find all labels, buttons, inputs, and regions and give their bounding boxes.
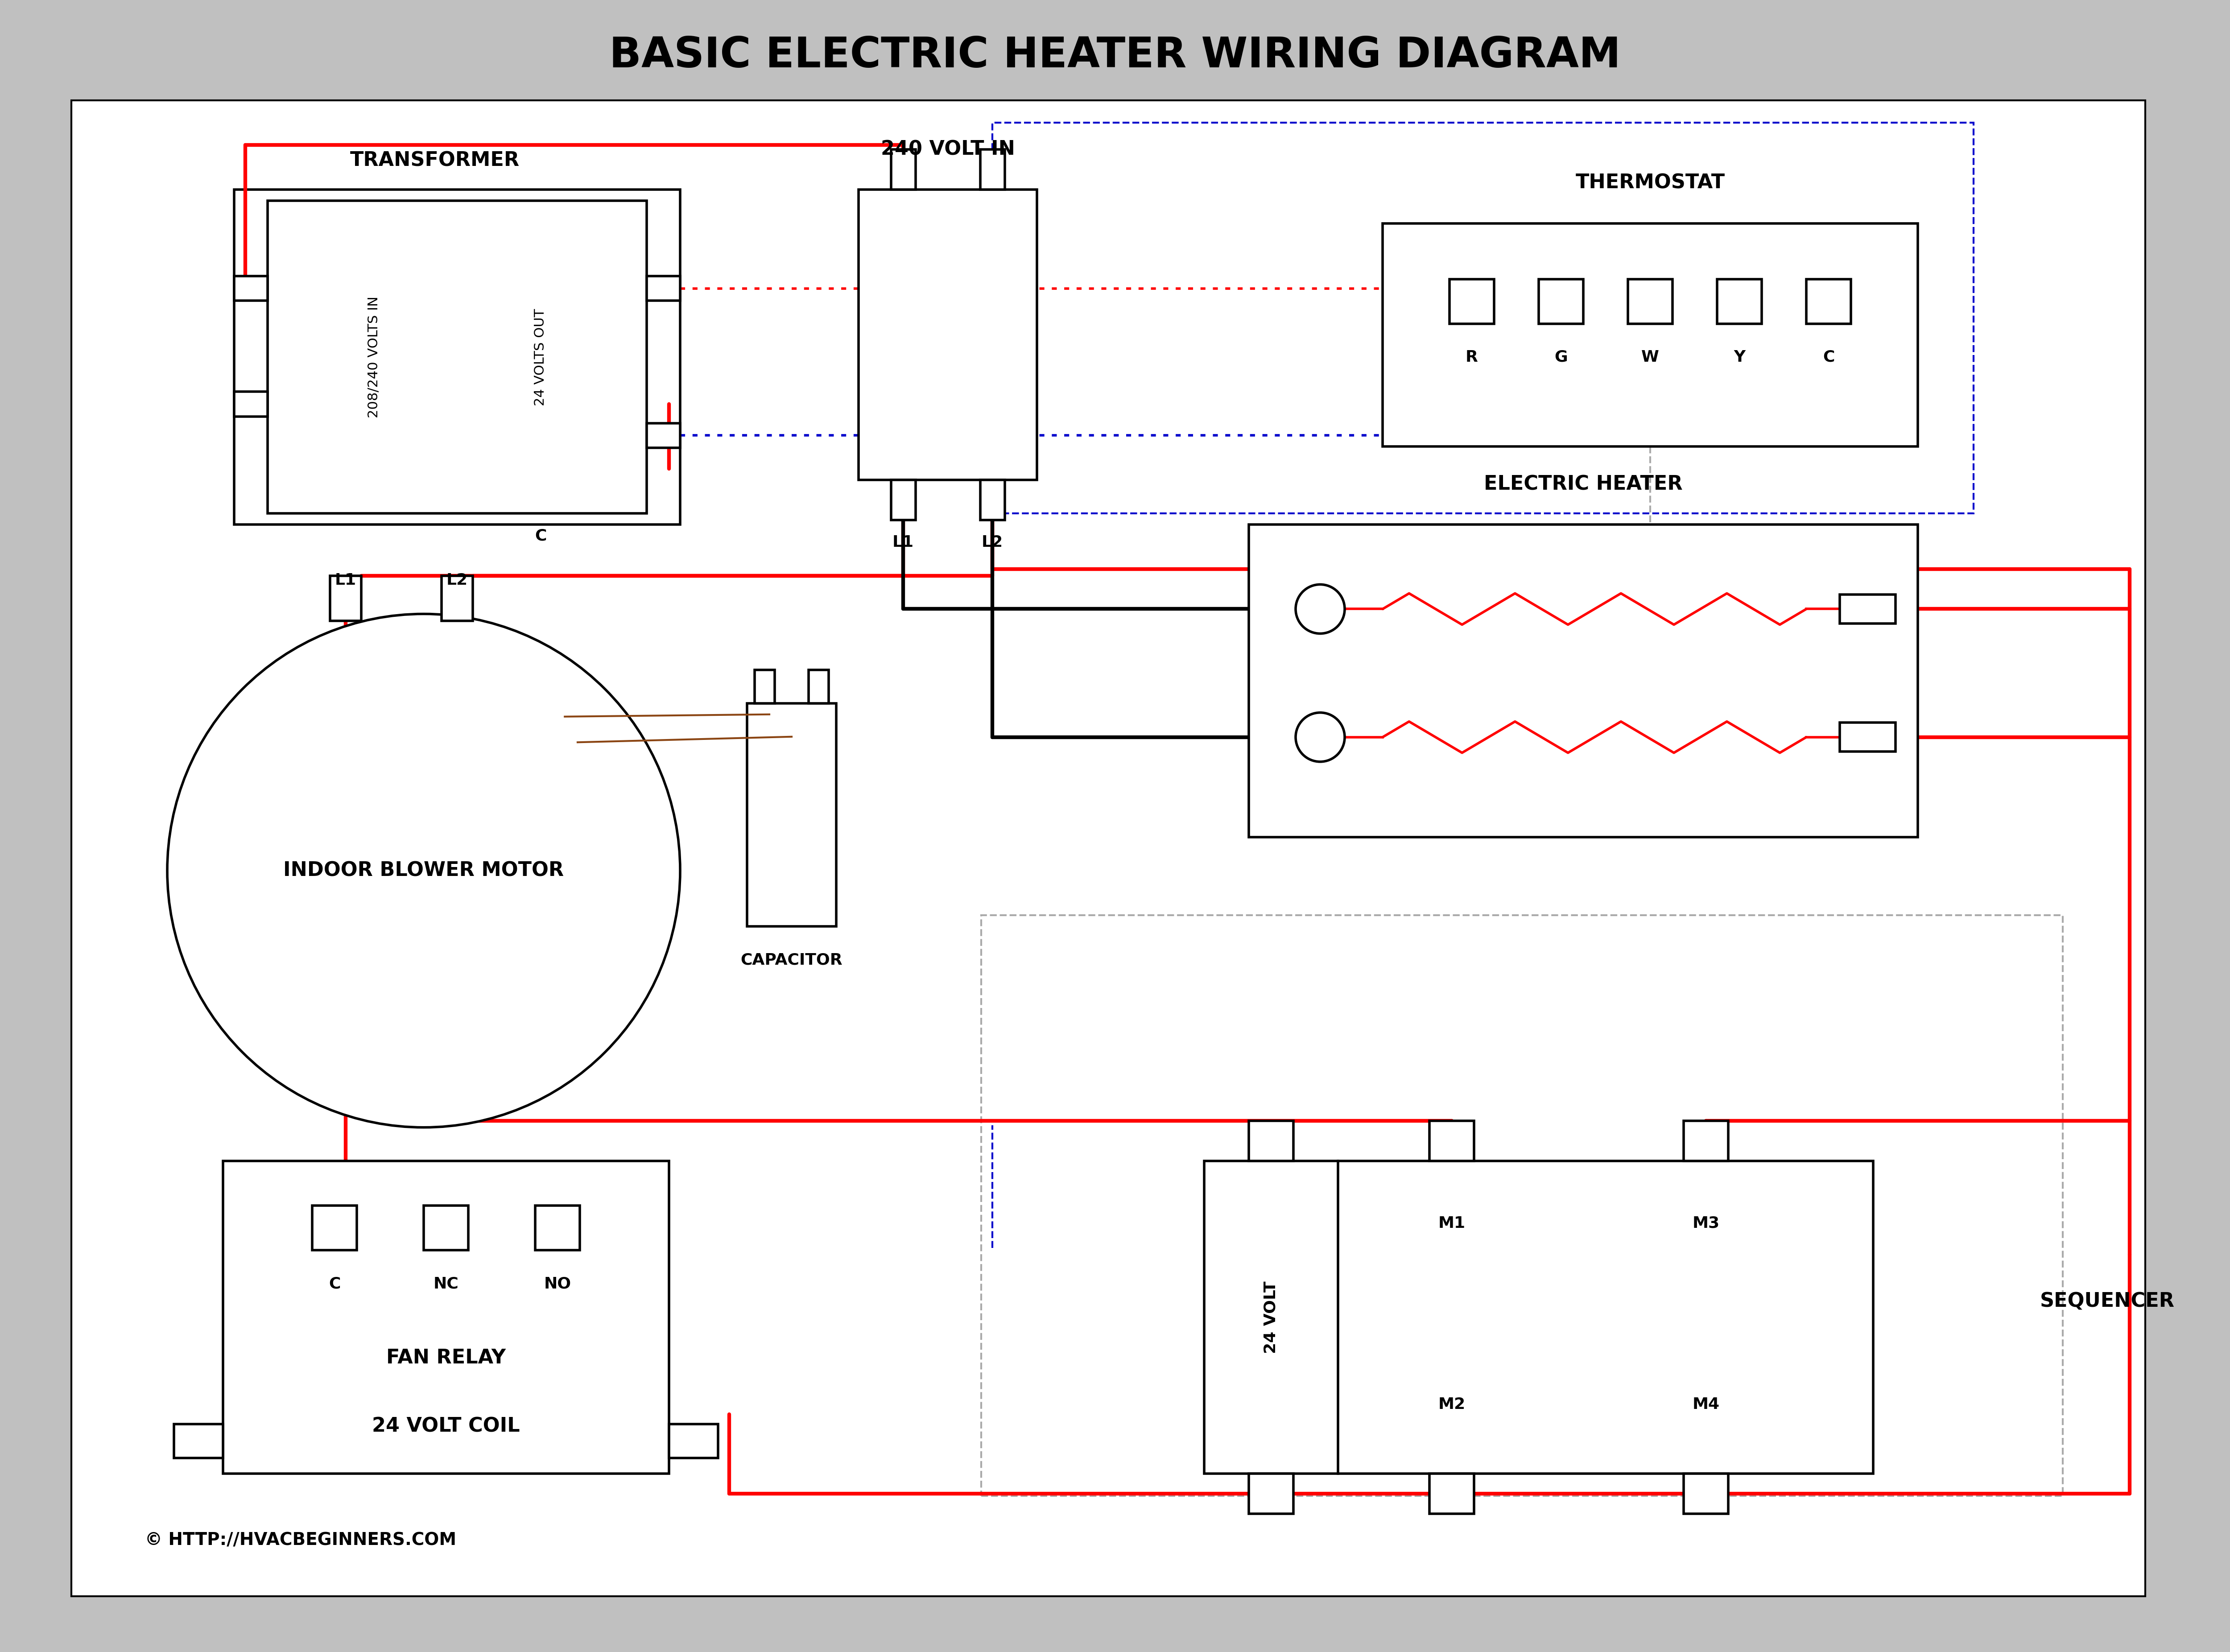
Bar: [1840, 722, 1896, 752]
Bar: [1684, 1474, 1728, 1513]
Bar: [312, 1206, 357, 1251]
Bar: [981, 150, 1004, 190]
Text: 24 VOLTS OUT: 24 VOLTS OUT: [535, 309, 546, 406]
Bar: [647, 423, 680, 448]
Text: 24 VOLT: 24 VOLT: [1264, 1280, 1278, 1353]
Bar: [859, 190, 1037, 481]
Bar: [1450, 279, 1494, 324]
Text: TRANSFORMER: TRANSFORMER: [350, 150, 520, 170]
Text: L1: L1: [892, 535, 914, 550]
Bar: [647, 276, 680, 301]
Bar: [223, 1161, 669, 1474]
Bar: [330, 577, 361, 621]
Bar: [1717, 279, 1762, 324]
Bar: [234, 392, 268, 416]
Bar: [1840, 595, 1896, 623]
Text: W: W: [1641, 350, 1659, 365]
Bar: [992, 122, 1974, 514]
Text: BASIC ELECTRIC HEATER WIRING DIAGRAM: BASIC ELECTRIC HEATER WIRING DIAGRAM: [609, 35, 1621, 76]
Bar: [892, 481, 917, 520]
Text: FAN RELAY: FAN RELAY: [386, 1348, 506, 1368]
Bar: [1628, 279, 1672, 324]
Text: C: C: [1822, 350, 1835, 365]
Circle shape: [1296, 712, 1345, 762]
Bar: [1429, 1474, 1474, 1513]
Text: C: C: [535, 529, 546, 544]
Bar: [981, 481, 1004, 520]
Bar: [1539, 279, 1583, 324]
Text: 208/240 VOLTS IN: 208/240 VOLTS IN: [368, 296, 381, 418]
Text: ELECTRIC HEATER: ELECTRIC HEATER: [1483, 474, 1684, 494]
Bar: [892, 150, 917, 190]
Text: M1: M1: [1438, 1216, 1465, 1231]
Bar: [747, 704, 836, 927]
Text: M4: M4: [1693, 1398, 1719, 1412]
Text: CAPACITOR: CAPACITOR: [740, 952, 843, 968]
Text: SEQUENCER: SEQUENCER: [2040, 1292, 2174, 1312]
Bar: [268, 202, 647, 514]
Text: INDOOR BLOWER MOTOR: INDOOR BLOWER MOTOR: [283, 861, 564, 881]
Text: M2: M2: [1438, 1398, 1465, 1412]
Bar: [809, 669, 830, 704]
Text: L2: L2: [446, 573, 468, 588]
Circle shape: [1296, 585, 1345, 634]
Bar: [1806, 279, 1851, 324]
Circle shape: [167, 615, 680, 1127]
Text: NO: NO: [544, 1275, 571, 1292]
Bar: [1249, 1474, 1293, 1513]
Text: G: G: [1554, 350, 1568, 365]
Text: 24 VOLT COIL: 24 VOLT COIL: [372, 1417, 520, 1436]
Text: NC: NC: [433, 1275, 459, 1292]
Bar: [669, 1424, 718, 1457]
Bar: [174, 1424, 223, 1457]
Bar: [424, 1206, 468, 1251]
Bar: [1249, 1120, 1293, 1161]
Bar: [1429, 1120, 1474, 1161]
Bar: [754, 669, 776, 704]
Text: THERMOSTAT: THERMOSTAT: [1574, 173, 1726, 193]
Text: L2: L2: [981, 535, 1004, 550]
Bar: [981, 915, 2063, 1495]
Bar: [1684, 1120, 1728, 1161]
Bar: [535, 1206, 580, 1251]
Bar: [1383, 223, 1918, 446]
Text: M3: M3: [1693, 1216, 1719, 1231]
Text: C: C: [328, 1275, 341, 1292]
Text: L1: L1: [334, 573, 357, 588]
Bar: [234, 190, 680, 525]
Bar: [1249, 525, 1918, 838]
Bar: [234, 276, 268, 301]
Bar: [1204, 1161, 1873, 1474]
Text: 240 VOLT IN: 240 VOLT IN: [881, 140, 1015, 159]
Text: Y: Y: [1733, 350, 1746, 365]
Text: © HTTP://HVACBEGINNERS.COM: © HTTP://HVACBEGINNERS.COM: [145, 1531, 457, 1550]
Text: R: R: [1465, 350, 1478, 365]
Bar: [442, 577, 473, 621]
